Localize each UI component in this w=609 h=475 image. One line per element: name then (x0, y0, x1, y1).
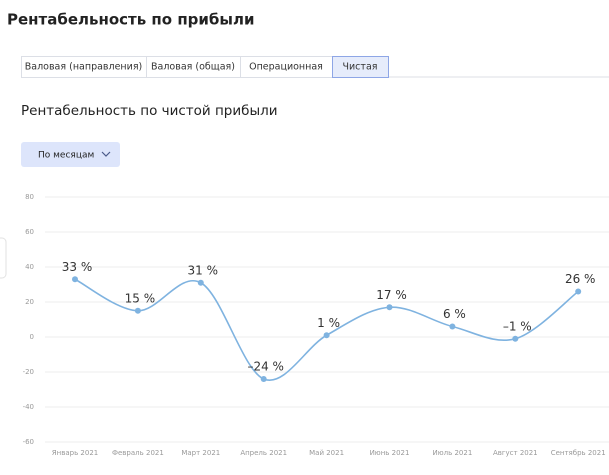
section-title: Рентабельность по чистой прибыли (21, 103, 278, 119)
dropdown-bg[interactable] (21, 142, 120, 167)
point (260, 376, 267, 382)
y-tick-label: 60 (25, 228, 34, 236)
tab-bar: Валовая (направления) Валовая (общая) Опер… (21, 56, 609, 78)
x-tick-label: Январь 2021 (52, 449, 98, 457)
tab-label[interactable]: Чистая (343, 62, 378, 73)
chart: -60 -40 -20 0 20 40 60 80 Январь 2021 Февраль 202… (23, 193, 609, 457)
tab[interactable] (332, 56, 389, 78)
point (575, 288, 582, 295)
tab-label[interactable]: Валовая (общая) (151, 62, 235, 73)
data-label: 33 % (62, 260, 93, 274)
data-label: 31 % (188, 263, 219, 277)
y-tick-label: 0 (30, 333, 34, 341)
data-label: –24 % (247, 360, 284, 374)
tab-label[interactable]: Операционная (249, 62, 323, 73)
side-card (0, 237, 7, 279)
x-tick-label: Февраль 2021 (112, 449, 164, 457)
x-tick-label: Апрель 2021 (240, 449, 287, 457)
point (512, 335, 519, 342)
data-label: 1 % (317, 316, 340, 330)
data-label: –1 % (503, 319, 532, 333)
y-tick-label: 40 (25, 263, 34, 271)
dropdown[interactable]: По месяцам (21, 142, 120, 167)
y-tick-label: -20 (23, 368, 34, 376)
x-tick-label: Август 2021 (493, 449, 538, 457)
data-label: 15 % (125, 291, 156, 305)
x-tick-label: Июль 2021 (433, 449, 473, 457)
data-label: 17 % (376, 288, 407, 302)
y-tick-label: -60 (23, 438, 34, 446)
x-tick-label: Март 2021 (181, 449, 220, 457)
data-label: 6 % (443, 307, 466, 321)
x-tick-label: Июнь 2021 (370, 449, 410, 457)
x-tick-label: Май 2021 (309, 449, 344, 457)
tab-label[interactable]: Валовая (направления) (25, 62, 143, 73)
y-tick-label: 20 (25, 298, 34, 306)
y-tick-label: 80 (25, 193, 34, 201)
x-tick-label: Сентябрь 2021 (551, 449, 606, 457)
line (74, 278, 579, 382)
page-title: Рентабельность по прибыли (7, 11, 254, 29)
point (323, 332, 330, 339)
point (386, 304, 393, 311)
point (72, 276, 78, 283)
point (449, 323, 456, 330)
y-tick-label: -40 (23, 403, 34, 411)
point (197, 279, 204, 286)
dropdown-label[interactable]: По месяцам (38, 151, 94, 161)
data-label: 26 % (565, 272, 596, 286)
point (134, 307, 141, 314)
dropdown-chevron (101, 151, 111, 157)
